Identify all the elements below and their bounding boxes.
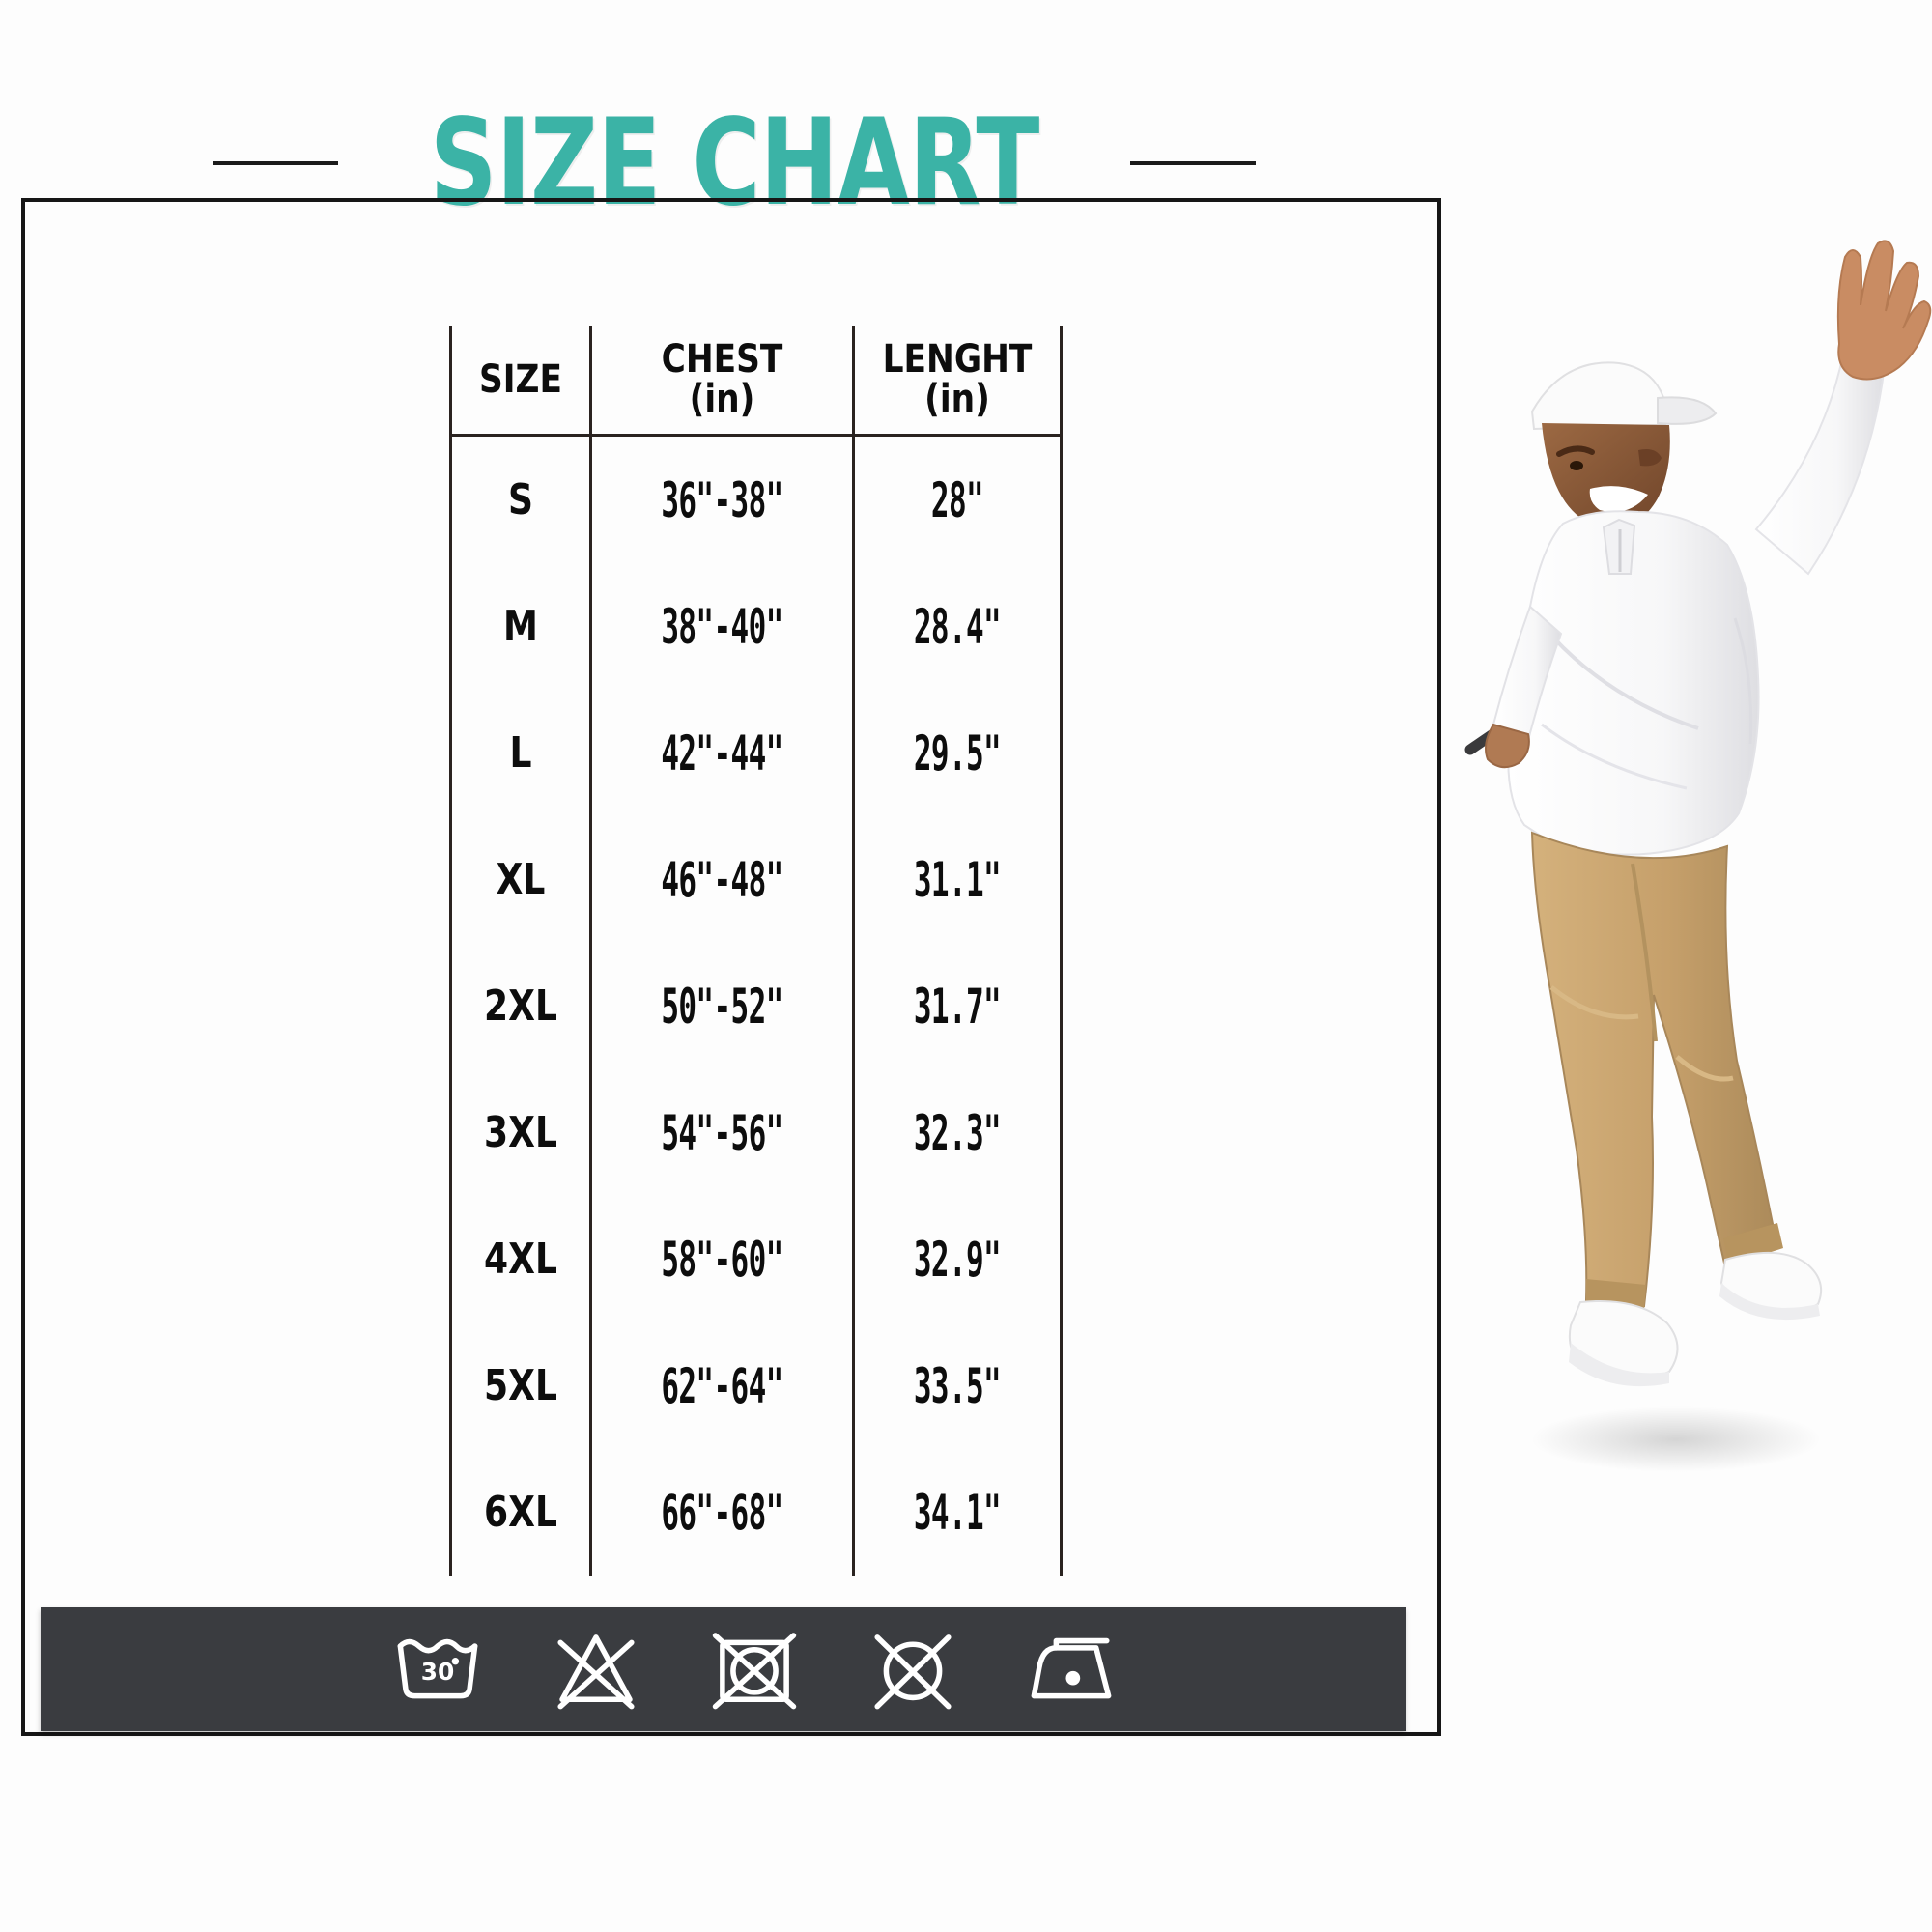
machine-wash-30-icon: 30 — [393, 1625, 482, 1714]
length-value: 34.1" — [913, 1484, 1002, 1541]
chest-value: 58"-60" — [661, 1231, 783, 1288]
model-head — [1542, 423, 1670, 528]
cell-chest: 36"-38" — [589, 435, 855, 563]
size-value: XL — [496, 855, 546, 904]
length-value: 31.1" — [913, 851, 1002, 908]
model-lower-arm — [1485, 605, 1563, 769]
cell-size: M — [449, 563, 592, 690]
size-value: M — [503, 602, 538, 651]
length-value: 31.7" — [913, 978, 1002, 1035]
chest-value: 38"-40" — [661, 598, 783, 655]
column-header-chest-unit: (in) — [689, 377, 755, 421]
do-not-tumble-dry-icon — [710, 1625, 799, 1714]
chest-value: 36"-38" — [661, 471, 783, 528]
model-photo — [1449, 222, 1932, 1517]
size-value: 6XL — [484, 1488, 557, 1537]
size-value: 4XL — [484, 1235, 557, 1284]
size-value: 5XL — [484, 1361, 557, 1410]
column-header-length-unit: (in) — [924, 377, 990, 421]
chest-value: 54"-56" — [661, 1104, 783, 1161]
model-shirt — [1507, 510, 1760, 856]
cell-length: 31.1" — [852, 816, 1063, 943]
length-value: 28" — [930, 471, 984, 528]
column-header-length-label: LENGHT — [882, 337, 1033, 383]
table-row: 4XL 58"-60" 32.9" — [449, 1196, 1063, 1322]
table-row: 3XL 54"-56" 32.3" — [449, 1069, 1063, 1196]
title-rule-right — [1130, 161, 1257, 165]
cell-size: 3XL — [449, 1069, 592, 1196]
chest-value: 42"-44" — [661, 724, 783, 781]
cell-length: 29.5" — [852, 690, 1063, 816]
cell-length: 28.4" — [852, 563, 1063, 690]
cell-length: 33.5" — [852, 1322, 1063, 1449]
cell-size: XL — [449, 816, 592, 943]
cell-chest: 42"-44" — [589, 690, 855, 816]
model-shadow — [1531, 1406, 1821, 1472]
care-instructions-bar: 30 — [41, 1607, 1406, 1731]
title-rule-left — [212, 161, 338, 165]
model-raised-arm — [1754, 240, 1932, 576]
chest-value: 66"-68" — [661, 1484, 783, 1541]
cell-length: 32.9" — [852, 1196, 1063, 1322]
model-pants — [1530, 831, 1783, 1310]
length-value: 33.5" — [913, 1357, 1002, 1414]
table-row: S 36"-38" 28" — [449, 435, 1063, 563]
cell-chest: 46"-48" — [589, 816, 855, 943]
do-not-bleach-icon — [552, 1625, 640, 1714]
column-header-chest: CHEST (in) — [589, 326, 855, 437]
do-not-dry-clean-icon — [868, 1625, 957, 1714]
length-value: 29.5" — [913, 724, 1002, 781]
column-header-chest-label: CHEST — [661, 337, 783, 383]
size-value: 2XL — [484, 981, 557, 1031]
length-value: 32.3" — [913, 1104, 1002, 1161]
chest-value: 62"-64" — [661, 1357, 783, 1414]
cell-size: 6XL — [449, 1449, 592, 1576]
cell-chest: 38"-40" — [589, 563, 855, 690]
length-value: 28.4" — [913, 598, 1002, 655]
column-header-size: SIZE — [449, 326, 592, 437]
table-row: 2XL 50"-52" 31.7" — [449, 943, 1063, 1069]
table-row: M 38"-40" 28.4" — [449, 563, 1063, 690]
page-title-row: SIZE CHART — [0, 100, 1468, 226]
size-value: S — [507, 475, 533, 525]
model-cap — [1530, 361, 1718, 431]
chest-value: 46"-48" — [661, 851, 783, 908]
column-header-size-label: SIZE — [478, 356, 563, 402]
cell-size: 2XL — [449, 943, 592, 1069]
table-row: 5XL 62"-64" 33.5" — [449, 1322, 1063, 1449]
size-table: SIZE CHEST (in) LENGHT (in) S 36"-38" — [449, 326, 1063, 1576]
size-table-container: SIZE CHEST (in) LENGHT (in) S 36"-38" — [449, 326, 1063, 1576]
table-row: L 42"-44" 29.5" — [449, 690, 1063, 816]
cell-chest: 58"-60" — [589, 1196, 855, 1322]
cell-length: 32.3" — [852, 1069, 1063, 1196]
cell-size: S — [449, 435, 592, 563]
cell-chest: 62"-64" — [589, 1322, 855, 1449]
cell-chest: 54"-56" — [589, 1069, 855, 1196]
iron-low-icon — [1027, 1625, 1116, 1714]
cell-length: 34.1" — [852, 1449, 1063, 1576]
wash-temperature-label: 30 — [421, 1658, 455, 1686]
model-shoes — [1569, 1251, 1822, 1387]
page-title: SIZE CHART — [429, 94, 1039, 233]
column-header-length: LENGHT (in) — [852, 326, 1063, 437]
table-row: 6XL 66"-68" 34.1" — [449, 1449, 1063, 1576]
cell-length: 31.7" — [852, 943, 1063, 1069]
chart-frame — [21, 198, 1441, 1736]
cell-chest: 50"-52" — [589, 943, 855, 1069]
cell-chest: 66"-68" — [589, 1449, 855, 1576]
chest-value: 50"-52" — [661, 978, 783, 1035]
cell-size: 5XL — [449, 1322, 592, 1449]
cell-length: 28" — [852, 435, 1063, 563]
cell-size: 4XL — [449, 1196, 592, 1322]
table-header-row: SIZE CHEST (in) LENGHT (in) — [449, 326, 1063, 437]
cell-size: L — [449, 690, 592, 816]
length-value: 32.9" — [913, 1231, 1002, 1288]
size-value: 3XL — [484, 1108, 557, 1157]
table-row: XL 46"-48" 31.1" — [449, 816, 1063, 943]
size-value: L — [509, 728, 532, 778]
model-hand — [1836, 240, 1932, 381]
